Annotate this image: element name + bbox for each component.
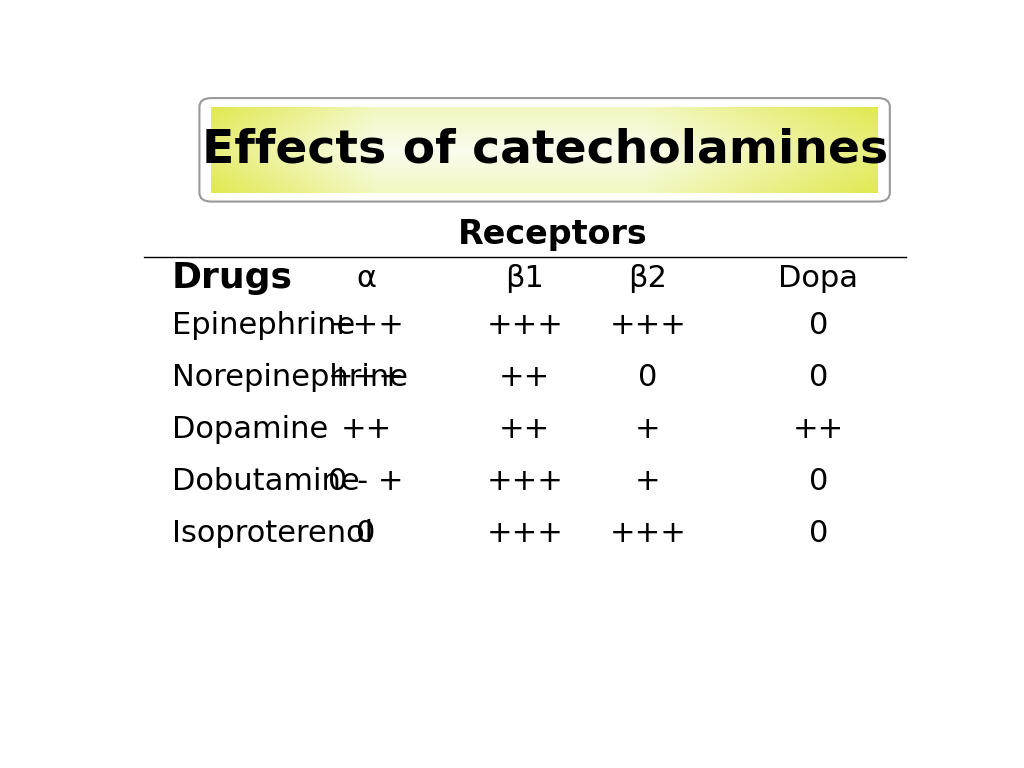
Text: +++: +++: [609, 311, 686, 340]
Text: Dobutamine: Dobutamine: [172, 468, 359, 496]
Text: ++: ++: [793, 415, 844, 445]
Text: Receptors: Receptors: [458, 217, 647, 250]
Text: Dopa: Dopa: [778, 264, 858, 293]
Text: ++: ++: [340, 415, 392, 445]
Text: ++: ++: [499, 363, 551, 392]
Text: 0: 0: [809, 468, 828, 496]
Text: β2: β2: [629, 264, 668, 293]
Text: +++: +++: [328, 311, 404, 340]
Text: Drugs: Drugs: [172, 261, 293, 296]
Text: β1: β1: [506, 264, 544, 293]
Text: 0: 0: [809, 519, 828, 548]
Text: Epinephrine: Epinephrine: [172, 311, 355, 340]
Text: Effects of catecholamines: Effects of catecholamines: [202, 127, 888, 172]
Text: 0: 0: [809, 363, 828, 392]
Text: ++: ++: [499, 415, 551, 445]
Text: +++: +++: [486, 468, 563, 496]
Text: 0 - +: 0 - +: [329, 468, 403, 496]
Text: Isoproterenol: Isoproterenol: [172, 519, 373, 548]
Text: +: +: [635, 468, 660, 496]
Text: Norepinephrine: Norepinephrine: [172, 363, 408, 392]
Text: 0: 0: [356, 519, 376, 548]
Text: +++: +++: [486, 311, 563, 340]
Text: +++: +++: [328, 363, 404, 392]
Text: α: α: [356, 264, 376, 293]
Text: Dopamine: Dopamine: [172, 415, 328, 445]
Text: 0: 0: [809, 311, 828, 340]
Text: +: +: [635, 415, 660, 445]
Text: +++: +++: [486, 519, 563, 548]
Text: 0: 0: [638, 363, 657, 392]
Text: +++: +++: [609, 519, 686, 548]
